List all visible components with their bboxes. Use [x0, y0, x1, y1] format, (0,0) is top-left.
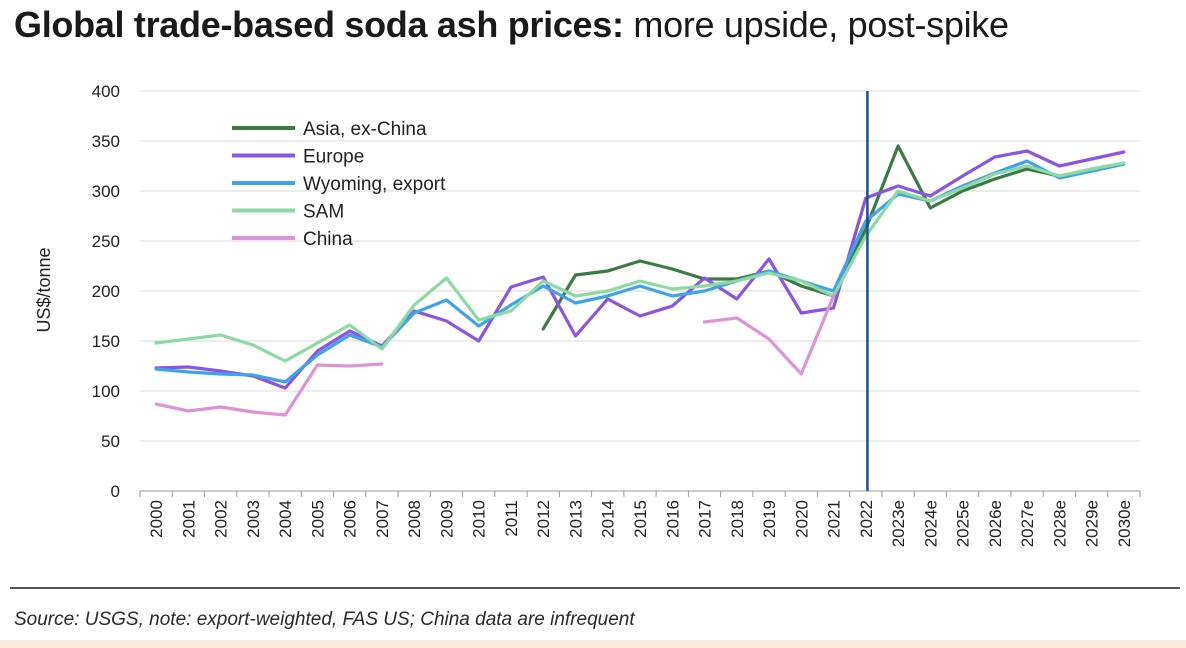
- series-line-china: [702, 294, 836, 376]
- x-tick-label: 2011: [502, 500, 521, 537]
- x-tick-label: 2004: [276, 500, 295, 538]
- bottom-band: [0, 640, 1186, 648]
- legend-label: Asia, ex-China: [303, 119, 427, 140]
- x-tick-label: 2018: [728, 500, 747, 538]
- y-tick-label: 50: [101, 432, 120, 451]
- chart-title-bold: Global trade-based soda ash prices:: [14, 4, 624, 45]
- x-tick-label: 2015: [631, 500, 650, 538]
- x-tick-label: 2021: [825, 500, 844, 538]
- footer-divider: [10, 587, 1180, 589]
- chart-title: Global trade-based soda ash prices: more…: [14, 4, 1009, 46]
- x-tick-label: 2019: [760, 500, 779, 538]
- x-tick-label: 2024e: [921, 500, 940, 547]
- x-tick-label: 2013: [566, 500, 585, 538]
- x-tick-label: 2005: [308, 500, 327, 538]
- y-tick-label: 0: [111, 482, 120, 501]
- y-tick-label: 150: [92, 332, 120, 351]
- x-tick-label: 2023e: [889, 500, 908, 547]
- x-tick-label: 2030e: [1115, 500, 1134, 547]
- series-line-china: [154, 362, 384, 417]
- series-line-asia-ex-china: [541, 144, 1126, 331]
- x-tick-label: 2029e: [1083, 500, 1102, 547]
- legend-label: China: [303, 229, 353, 250]
- chart-title-light: more upside, post-spike: [633, 4, 1009, 45]
- x-tick-label: 2016: [663, 500, 682, 538]
- series-line-europe: [154, 149, 1126, 390]
- x-tick-label: 2001: [179, 500, 198, 538]
- y-axis-title: US$/tonne: [34, 247, 54, 332]
- x-tick-label: 2003: [244, 500, 263, 538]
- x-tick-label: 2002: [212, 500, 231, 538]
- legend-label: Wyoming, export: [303, 174, 446, 195]
- x-tick-label: 2000: [147, 500, 166, 538]
- x-tick-label: 2025e: [954, 500, 973, 547]
- x-tick-label: 2010: [470, 500, 489, 538]
- source-note: Source: USGS, note: export-weighted, FAS…: [14, 609, 635, 630]
- y-tick-label: 300: [92, 182, 120, 201]
- series-line-sam: [154, 161, 1126, 363]
- y-tick-label: 250: [92, 232, 120, 251]
- x-tick-label: 2017: [696, 500, 715, 538]
- legend-label: Europe: [303, 147, 364, 168]
- x-tick-label: 2020: [792, 500, 811, 538]
- x-tick-label: 2022: [857, 500, 876, 538]
- x-tick-label: 2009: [437, 500, 456, 538]
- x-tick-label: 2028e: [1050, 500, 1069, 547]
- series-line-wyoming-export: [154, 159, 1126, 384]
- x-tick-label: 2026e: [986, 500, 1005, 547]
- legend-label: SAM: [303, 202, 344, 223]
- x-tick-label: 2006: [341, 500, 360, 538]
- x-tick-label: 2027e: [1018, 500, 1037, 547]
- x-tick-label: 2007: [373, 500, 392, 538]
- y-tick-label: 400: [92, 82, 120, 101]
- x-tick-label: 2012: [534, 500, 553, 538]
- y-tick-label: 200: [92, 282, 120, 301]
- y-tick-label: 350: [92, 132, 120, 151]
- y-tick-label: 100: [92, 382, 120, 401]
- x-tick-label: 2014: [599, 500, 618, 538]
- x-tick-label: 2008: [405, 500, 424, 538]
